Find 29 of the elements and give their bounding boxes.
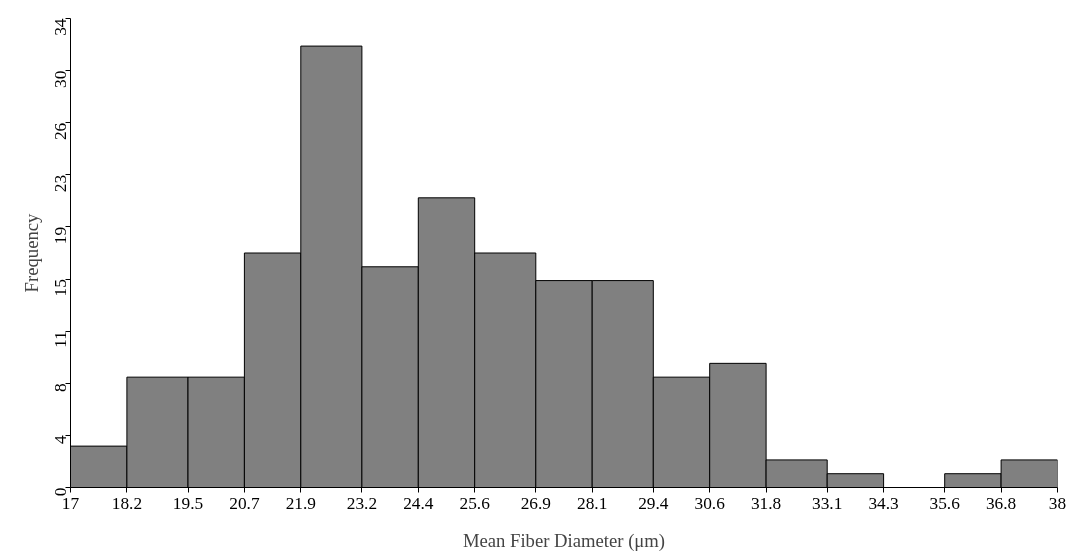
- y-axis-title: Frequency: [20, 212, 42, 293]
- x-tick-label: 38: [1048, 493, 1067, 513]
- y-tick-label: 19: [51, 226, 70, 245]
- x-tick-label: 30.6: [694, 493, 726, 513]
- y-tick-label: 4: [51, 435, 70, 445]
- x-axis-title: Mean Fiber Diameter (μm): [462, 529, 666, 552]
- x-tick-label: 29.4: [638, 493, 669, 513]
- x-tick-label: 26.9: [520, 493, 551, 513]
- x-tick-label: 34.3: [868, 493, 899, 513]
- y-tick-label: 0: [51, 487, 70, 497]
- y-tick-label: 26: [51, 122, 70, 141]
- y-tick-label: 30: [51, 70, 70, 88]
- x-tick-label: 28.1: [577, 493, 608, 513]
- x-tick-label: 23.2: [346, 493, 378, 513]
- x-tick-label: 18.2: [111, 493, 143, 513]
- x-tick-label: 19.5: [172, 493, 204, 513]
- x-tick-label: 21.9: [285, 493, 316, 513]
- x-tick-label: 25.6: [459, 493, 491, 513]
- y-tick-label: 23: [51, 174, 70, 193]
- x-tick-label: 35.6: [929, 493, 961, 513]
- y-tick-label: 8: [51, 383, 70, 392]
- x-tick-label: 24.4: [403, 493, 434, 513]
- x-tick-label: 20.7: [229, 493, 260, 513]
- y-tick-label: 15: [51, 279, 70, 297]
- y-tick-label: 34: [51, 18, 70, 36]
- x-tick-label: 33.1: [812, 493, 843, 513]
- x-tick-label: 36.8: [985, 493, 1017, 513]
- y-tick-label: 11: [51, 331, 70, 348]
- x-tick-label: 31.8: [750, 493, 782, 513]
